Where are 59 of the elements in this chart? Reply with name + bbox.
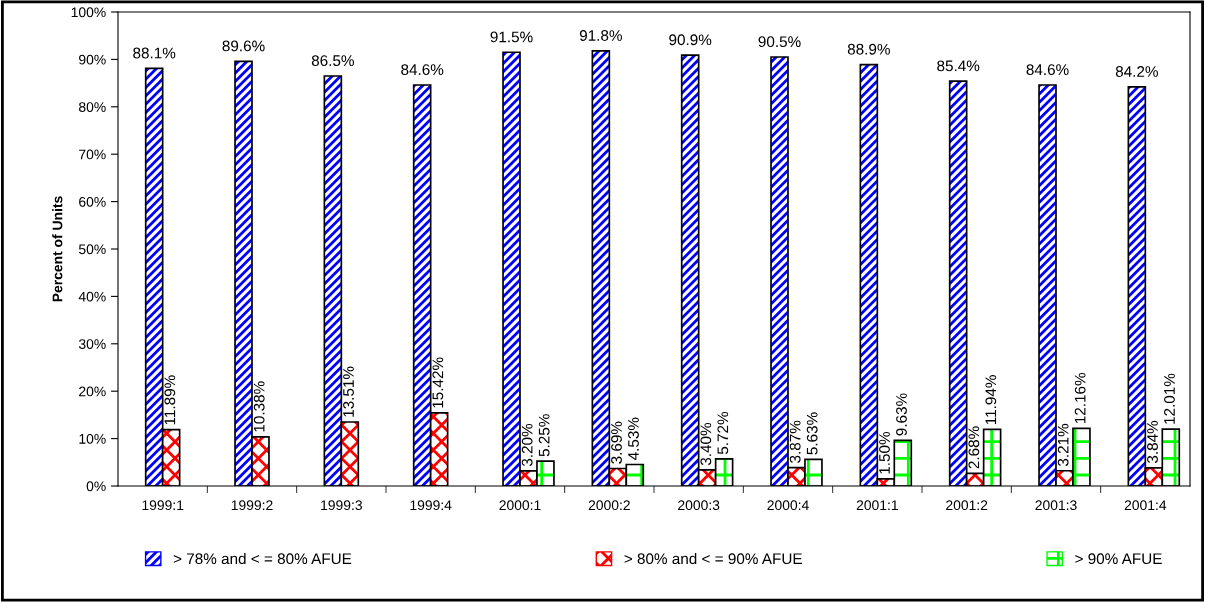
data-label: 13.51% [343,366,354,417]
data-label: 12.16% [1074,372,1086,424]
data-label: 11.94% [985,375,997,425]
x-tick-label: 2001:1 [856,500,898,511]
data-label: 2.68% [968,426,980,469]
legend-label: > 90% AFUE [1075,553,1162,565]
x-tick-label: 1999:2 [231,500,273,511]
data-label: 5.72% [717,411,729,455]
x-tick-label: 2001:2 [946,500,988,511]
y-tick-label: 80% [79,102,106,112]
x-tick-label: 2000:2 [588,500,630,511]
x-tick-label: 1999:4 [410,500,452,511]
x-tick-label: 1999:3 [321,500,362,511]
data-label: 86.5% [311,55,354,67]
data-label: 84.2% [1115,66,1158,77]
y-tick-label: 20% [79,386,106,397]
y-tick-label: 70% [79,149,106,160]
x-tick-label: 2001:3 [1035,500,1077,511]
legend-label: > 78% and < = 80% AFUE [173,552,352,565]
data-label: 5.63% [806,412,818,455]
y-tick-label: 60% [79,196,106,207]
data-label: 90.9% [669,34,712,46]
data-label: 91.8% [579,30,622,41]
data-label: 5.25% [538,414,550,457]
data-label: 91.5% [490,31,533,43]
data-label: 1.50% [879,431,890,474]
data-label: 88.9% [847,43,890,55]
data-label: 3.40% [700,422,712,466]
data-label: 12.01% [1164,373,1175,424]
data-label: 84.6% [401,64,444,76]
x-tick-label: 2000:1 [499,500,541,511]
data-label: 90.5% [758,36,801,48]
y-tick-label: 40% [78,291,106,302]
data-label: 3.84% [1147,420,1158,464]
x-tick-label: 2000:4 [767,500,809,511]
y-axis-title: Percent of Units [52,196,63,302]
data-label: 10.38% [253,381,265,432]
y-tick-label: 30% [78,339,106,349]
data-label: 3.87% [789,420,801,463]
data-label: 4.53% [628,417,639,461]
data-label: 3.69% [611,421,622,464]
data-label: 11.89% [164,375,176,425]
data-label: 3.21% [1057,423,1069,467]
data-label: 89.6% [222,40,265,52]
y-tick-label: 0% [86,481,106,492]
y-tick-label: 100% [71,7,106,18]
data-label: 88.1% [133,47,176,59]
data-label: 84.6% [1026,64,1069,76]
x-tick-label: 1999:1 [142,500,184,511]
y-tick-label: 90% [79,54,106,65]
y-tick-label: 10% [79,433,106,444]
data-label: 9.63% [896,393,907,436]
data-label: 3.20% [521,423,533,467]
legend-label: > 80% and < = 90% AFUE [624,552,802,565]
x-tick-label: 2000:3 [678,500,720,511]
x-tick-label: 2001:4 [1124,500,1167,511]
data-label: 85.4% [937,60,980,72]
data-label: 15.42% [432,357,444,408]
y-tick-label: 50% [78,244,106,255]
